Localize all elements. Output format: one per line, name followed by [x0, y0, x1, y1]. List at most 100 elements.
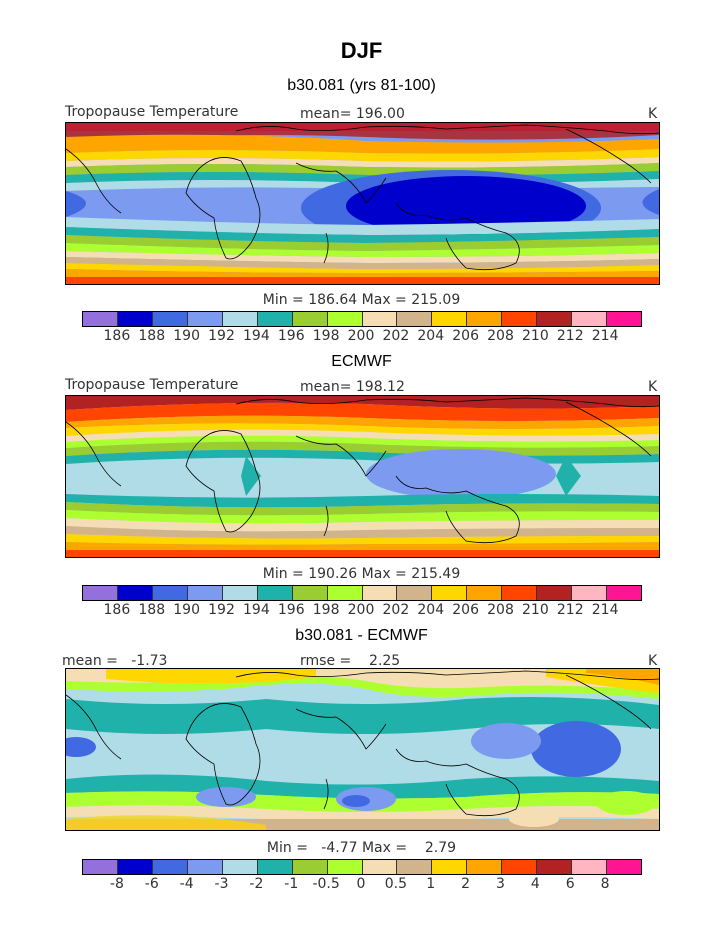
map-panel-2 [65, 395, 660, 558]
colorbar-swatch [397, 860, 433, 874]
colorbar-swatch [327, 860, 363, 874]
colorbar-tick-label: 210 [522, 328, 549, 344]
colorbar-tick-label: 4 [530, 876, 540, 892]
colorbar-tick-label: 190 [173, 328, 200, 344]
colorbar-tick-label: 198 [312, 602, 340, 618]
colorbar-swatch [257, 312, 293, 326]
colorbar-swatch [467, 860, 503, 874]
colorbar-swatch [502, 860, 538, 874]
colorbar-tick-label: 202 [382, 328, 410, 344]
colorbar-tick-label: -3 [214, 876, 229, 892]
colorbar-swatch [397, 312, 433, 326]
map-panel-1 [65, 122, 660, 285]
colorbar-tick-label: 212 [556, 328, 584, 344]
colorbar-tick-label: 0 [356, 876, 366, 892]
colorbar-swatch [467, 312, 503, 326]
colorbar-swatch [572, 312, 608, 326]
colorbar-tick-label: 214 [591, 328, 619, 344]
colorbar-tick-label: 3 [496, 876, 505, 892]
colorbar-swatch [607, 860, 641, 874]
colorbar-swatch [187, 860, 223, 874]
colorbar-swatch [362, 586, 398, 600]
colorbar-swatch [362, 860, 398, 874]
colorbar-tick-label: 200 [347, 328, 375, 344]
colorbar-swatch [537, 586, 573, 600]
colorbar-swatch [607, 312, 641, 326]
panel-1-subtitle: b30.081 (yrs 81-100) [287, 77, 436, 94]
colorbar-tick-label: 188 [138, 328, 166, 344]
panel-2-center-label: mean= 198.12 [300, 379, 405, 395]
colorbar-tick-label: 214 [591, 602, 619, 618]
colorbar-tick-label: 192 [208, 328, 235, 344]
colorbar-swatch [502, 586, 538, 600]
colorbar-tick-label: 8 [600, 876, 610, 892]
colorbar-swatch [222, 586, 258, 600]
panel-3-left-label: mean = -1.73 [62, 653, 168, 669]
colorbar-tick-label: 186 [103, 328, 131, 344]
colorbar-swatch [152, 312, 188, 326]
colorbar-tick-label: 202 [382, 602, 410, 618]
panel-3-subtitle: b30.081 - ECMWF [295, 627, 428, 644]
colorbar-swatch [572, 860, 608, 874]
colorbar-swatch [83, 312, 118, 326]
panel-1-left-label: Tropopause Temperature [65, 104, 239, 120]
colorbar-tick-label: 198 [312, 328, 340, 344]
colorbar-3 [82, 859, 642, 875]
colorbar-swatch [152, 860, 188, 874]
colorbar-tick-label: 2 [461, 876, 471, 892]
colorbar-swatch [362, 312, 398, 326]
colorbar-swatch [397, 586, 433, 600]
main-title: DJF [340, 38, 383, 63]
colorbar-tick-label: 208 [487, 602, 514, 618]
colorbar-1 [82, 311, 642, 327]
colorbar-tick-label: 190 [173, 602, 200, 618]
colorbar-tick-label: 194 [243, 602, 270, 618]
colorbar-tick-label: 194 [243, 328, 270, 344]
colorbar-tick-label: 196 [277, 328, 305, 344]
panel-2-units: K [648, 379, 658, 395]
panel-2-stats: Min = 190.26 Max = 215.49 [262, 566, 461, 582]
colorbar-swatch [117, 312, 153, 326]
colorbar-tick-label: 188 [138, 602, 166, 618]
colorbar-tick-label: 208 [487, 328, 514, 344]
colorbar-tick-label: -1 [284, 876, 299, 892]
colorbar-1-ticks: 186 188 190 192 194 196 198 200 202 204 206 208 210 2… [82, 328, 640, 344]
panel-1-stats: Min = 186.64 Max = 215.09 [262, 292, 461, 308]
colorbar-swatch [327, 312, 363, 326]
colorbar-2 [82, 585, 642, 601]
colorbar-swatch [432, 860, 468, 874]
colorbar-swatch [83, 860, 118, 874]
map-panel-3 [65, 668, 660, 831]
colorbar-swatch [572, 586, 608, 600]
colorbar-swatch [292, 312, 328, 326]
colorbar-swatch [222, 860, 258, 874]
colorbar-tick-label: 206 [452, 328, 479, 344]
panel-3-center-label: rmse = 2.25 [300, 653, 401, 669]
colorbar-swatch [467, 586, 503, 600]
panel-2-subtitle: ECMWF [331, 353, 392, 370]
colorbar-tick-label: 212 [556, 602, 584, 618]
panel-2-left-label: Tropopause Temperature [65, 377, 239, 393]
colorbar-swatch [257, 860, 293, 874]
colorbar-swatch [607, 586, 641, 600]
colorbar-tick-label: -4 [179, 876, 194, 892]
colorbar-swatch [187, 312, 223, 326]
panel-3-stats: Min = -4.77 Max = 2.79 [266, 840, 457, 856]
colorbar-swatch [222, 312, 258, 326]
colorbar-tick-label: 1 [426, 876, 436, 892]
colorbar-tick-label: 0.5 [384, 876, 408, 892]
colorbar-tick-label: 192 [208, 602, 235, 618]
colorbar-tick-label: 196 [277, 602, 305, 618]
colorbar-swatch [432, 312, 468, 326]
panel-1-center-label: mean= 196.00 [300, 106, 405, 122]
colorbar-swatch [537, 312, 573, 326]
colorbar-tick-label: -2 [249, 876, 264, 892]
colorbar-swatch [83, 586, 118, 600]
panel-1-units: K [648, 106, 658, 122]
colorbar-2-ticks: 186 188 190 192 194 196 198 200 202 204 206 208 210 2… [82, 602, 640, 618]
colorbar-swatch [292, 586, 328, 600]
colorbar-3-ticks: -8 -6 -4 -3 -2 -1 -0.5 0 0.5 1 2 3 4 6 8 [82, 876, 640, 892]
colorbar-swatch [502, 312, 538, 326]
colorbar-tick-label: -6 [144, 876, 159, 892]
panel-3-units: K [648, 653, 658, 669]
